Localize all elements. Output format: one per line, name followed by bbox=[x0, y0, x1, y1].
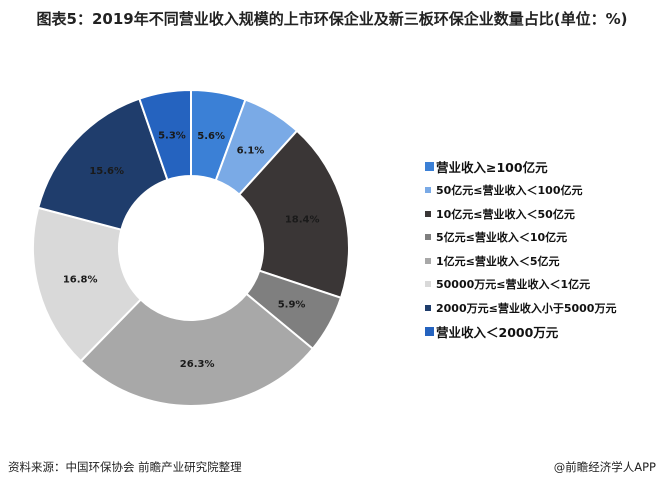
donut-slice bbox=[79, 292, 315, 407]
legend-swatch bbox=[425, 257, 431, 264]
donut-slice bbox=[36, 97, 169, 231]
legend-swatch bbox=[425, 326, 434, 336]
legend-swatch bbox=[425, 304, 431, 311]
source-note: 资料来源：中国环保协会 前瞻产业研究院整理 bbox=[8, 460, 242, 474]
legend-item: 营业收入＜2000万元 bbox=[425, 320, 616, 344]
legend-item: 50亿元≤营业收入＜100亿元 bbox=[425, 179, 616, 203]
brand-label: @前瞻经济学人APP bbox=[553, 460, 656, 474]
legend-label: 10亿元≤营业收入＜50亿元 bbox=[436, 207, 575, 221]
donut-slice bbox=[138, 88, 192, 182]
legend-swatch bbox=[425, 162, 434, 172]
data-label: 15.6% bbox=[89, 166, 124, 177]
legend-item: 营业收入≥100亿元 bbox=[425, 155, 616, 179]
legend-item: 50000万元≤营业收入＜1亿元 bbox=[425, 273, 616, 297]
chart-title: 图表5：2019年不同营业收入规模的上市环保企业及新三板环保企业数量占比(单位：… bbox=[36, 10, 628, 28]
legend-label: 1亿元≤营业收入＜5亿元 bbox=[436, 254, 560, 268]
legend-swatch bbox=[425, 234, 431, 241]
legend-swatch bbox=[425, 210, 431, 217]
legend-item: 5亿元≤营业收入＜10亿元 bbox=[425, 226, 616, 250]
legend-item: 2000万元≤营业收入小于5000万元 bbox=[425, 296, 616, 320]
data-label: 26.3% bbox=[180, 359, 215, 370]
legend-label: 营业收入＜2000万元 bbox=[436, 324, 559, 340]
data-label: 6.1% bbox=[237, 146, 265, 157]
legend-label: 5亿元≤营业收入＜10亿元 bbox=[436, 231, 568, 245]
donut-chart: 5.6% 6.1% 18.4% 5.9% 26.3% 16.8% 15.6% 5.3% bbox=[32, 88, 350, 407]
legend-swatch bbox=[425, 187, 431, 194]
data-label: 16.8% bbox=[63, 275, 98, 286]
donut-slice bbox=[237, 129, 350, 300]
data-label: 5.9% bbox=[278, 300, 306, 311]
data-label: 5.3% bbox=[158, 131, 186, 142]
legend-item: 1亿元≤营业收入＜5亿元 bbox=[425, 249, 616, 273]
donut-slice bbox=[32, 206, 143, 363]
legend-label: 营业收入≥100亿元 bbox=[436, 160, 548, 176]
legend-label: 50亿元≤营业收入＜100亿元 bbox=[436, 184, 583, 198]
legend-swatch bbox=[425, 281, 431, 288]
data-label: 18.4% bbox=[285, 215, 320, 226]
legend: 营业收入≥100亿元 50亿元≤营业收入＜100亿元 10亿元≤营业收入＜50亿元 5… bbox=[425, 155, 616, 343]
legend-label: 50000万元≤营业收入＜1亿元 bbox=[436, 278, 591, 292]
legend-item: 10亿元≤营业收入＜50亿元 bbox=[425, 202, 616, 226]
data-label: 5.6% bbox=[197, 131, 225, 142]
legend-label: 2000万元≤营业收入小于5000万元 bbox=[436, 301, 617, 315]
